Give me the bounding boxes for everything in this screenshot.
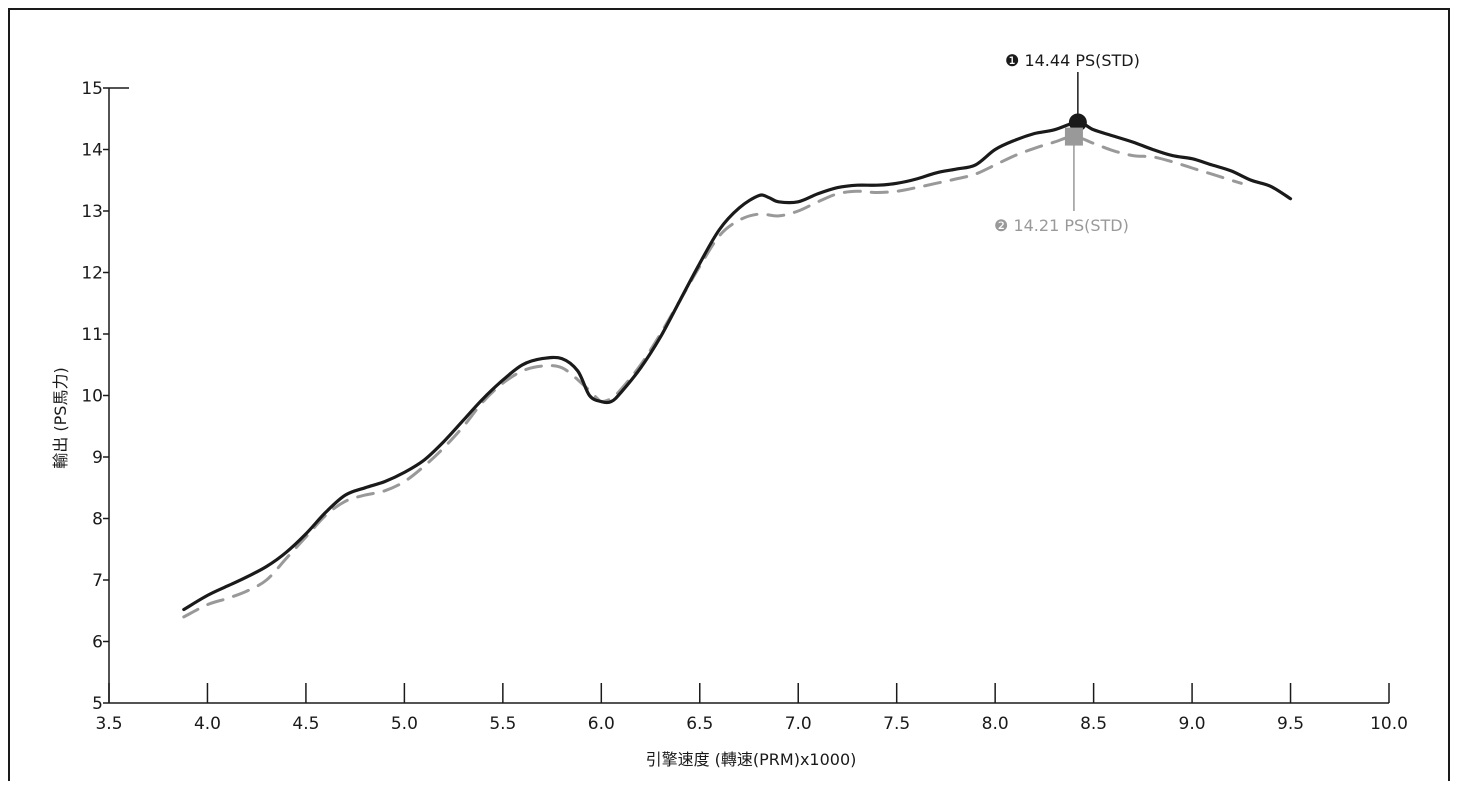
y-tick-label: 9 [92,448,103,468]
x-tick-label: 7.5 [883,714,910,734]
y-tick-label: 13 [81,202,103,222]
series-line-solid [182,120,1293,612]
y-tick-label: 15 [81,79,103,99]
x-tick-label: 7.0 [785,714,812,734]
annotation-value-text: 14.21 PS(STD) [1013,216,1128,235]
annotation-number-badge: ❶ [1005,51,1024,70]
x-ticks: 3.5 4.0 4.5 5.0 5.5 6.0 6.5 7.0 7.5 8.0 8.5 9.0 9.5 1… [95,683,1408,734]
y-tick-label: 8 [92,510,103,530]
x-tick-label: 5.5 [489,714,516,734]
x-axis-title: 引擎速度 (轉速(PRM)x1000) [646,750,857,769]
annotation-label: ❷ 14.21 PS(STD) [994,216,1129,235]
y-tick-label: 12 [81,264,103,284]
x-tick-label: 8.5 [1080,714,1107,734]
x-tick-label: 3.5 [95,714,122,734]
x-tick-label: 10.0 [1370,714,1408,734]
annotation-layer: ❶ 14.44 PS(STD) ❷ 14.21 PS(STD) [994,51,1140,235]
annotation-value-text: 14.44 PS(STD) [1024,51,1139,70]
x-tick-label: 9.0 [1179,714,1206,734]
x-tick-label: 4.0 [194,714,221,734]
y-tick-label: 7 [92,571,103,591]
chart-border [8,8,1450,784]
y-tick-label: 14 [81,141,103,161]
peak-marker-square [1064,127,1083,146]
y-axis-title: 輸出 (PS馬力) [51,367,70,468]
y-tick-label: 6 [92,633,103,653]
x-tick-label: 8.0 [982,714,1009,734]
annotation-number-badge: ❷ [994,216,1013,235]
x-tick-label: 6.0 [588,714,615,734]
x-tick-label: 4.5 [292,714,319,734]
axes: 3.5 4.0 4.5 5.0 5.5 6.0 6.5 7.0 7.5 8.0 8.5 9.0 9.5 1… [81,79,1408,734]
annotation-label: ❶ 14.44 PS(STD) [1005,51,1140,70]
y-tick-label: 5 [92,694,103,714]
y-ticks: 5 6 7 8 9 10 11 12 13 14 15 [81,79,109,714]
x-tick-label: 6.5 [686,714,713,734]
peak-marker-circle [1068,113,1087,132]
x-tick-label: 5.0 [391,714,418,734]
x-tick-label: 9.5 [1277,714,1304,734]
y-tick-label: 10 [81,387,103,407]
y-tick-label: 11 [81,325,103,345]
